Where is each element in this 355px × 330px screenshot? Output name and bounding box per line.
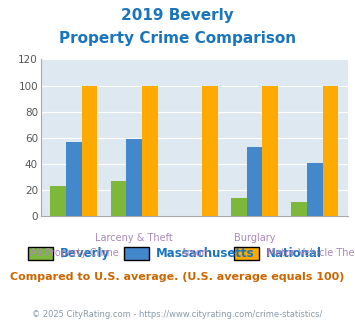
- FancyBboxPatch shape: [28, 247, 53, 260]
- Text: Burglary: Burglary: [234, 233, 275, 243]
- Text: © 2025 CityRating.com - https://www.cityrating.com/crime-statistics/: © 2025 CityRating.com - https://www.city…: [32, 310, 323, 319]
- Bar: [307, 163, 323, 216]
- Text: 2019 Beverly: 2019 Beverly: [121, 8, 234, 23]
- Text: All Property Crime: All Property Crime: [29, 248, 118, 257]
- Text: Larceny & Theft: Larceny & Theft: [95, 233, 173, 243]
- Bar: [66, 142, 82, 216]
- Bar: [231, 198, 247, 216]
- Bar: [323, 85, 338, 216]
- FancyBboxPatch shape: [124, 247, 149, 260]
- Bar: [262, 85, 278, 216]
- Bar: [202, 85, 218, 216]
- Bar: [247, 147, 262, 216]
- Bar: [142, 85, 158, 216]
- FancyBboxPatch shape: [234, 247, 259, 260]
- Bar: [82, 85, 97, 216]
- Text: National: National: [266, 247, 322, 260]
- Bar: [111, 181, 126, 216]
- Text: Property Crime Comparison: Property Crime Comparison: [59, 31, 296, 46]
- Bar: [126, 139, 142, 216]
- Text: Beverly: Beverly: [60, 247, 110, 260]
- Bar: [50, 186, 66, 216]
- Text: Compared to U.S. average. (U.S. average equals 100): Compared to U.S. average. (U.S. average …: [10, 272, 345, 282]
- Text: Arson: Arson: [180, 248, 208, 257]
- Text: Motor Vehicle Theft: Motor Vehicle Theft: [267, 248, 355, 257]
- Text: Massachusetts: Massachusetts: [156, 247, 255, 260]
- Bar: [291, 202, 307, 216]
